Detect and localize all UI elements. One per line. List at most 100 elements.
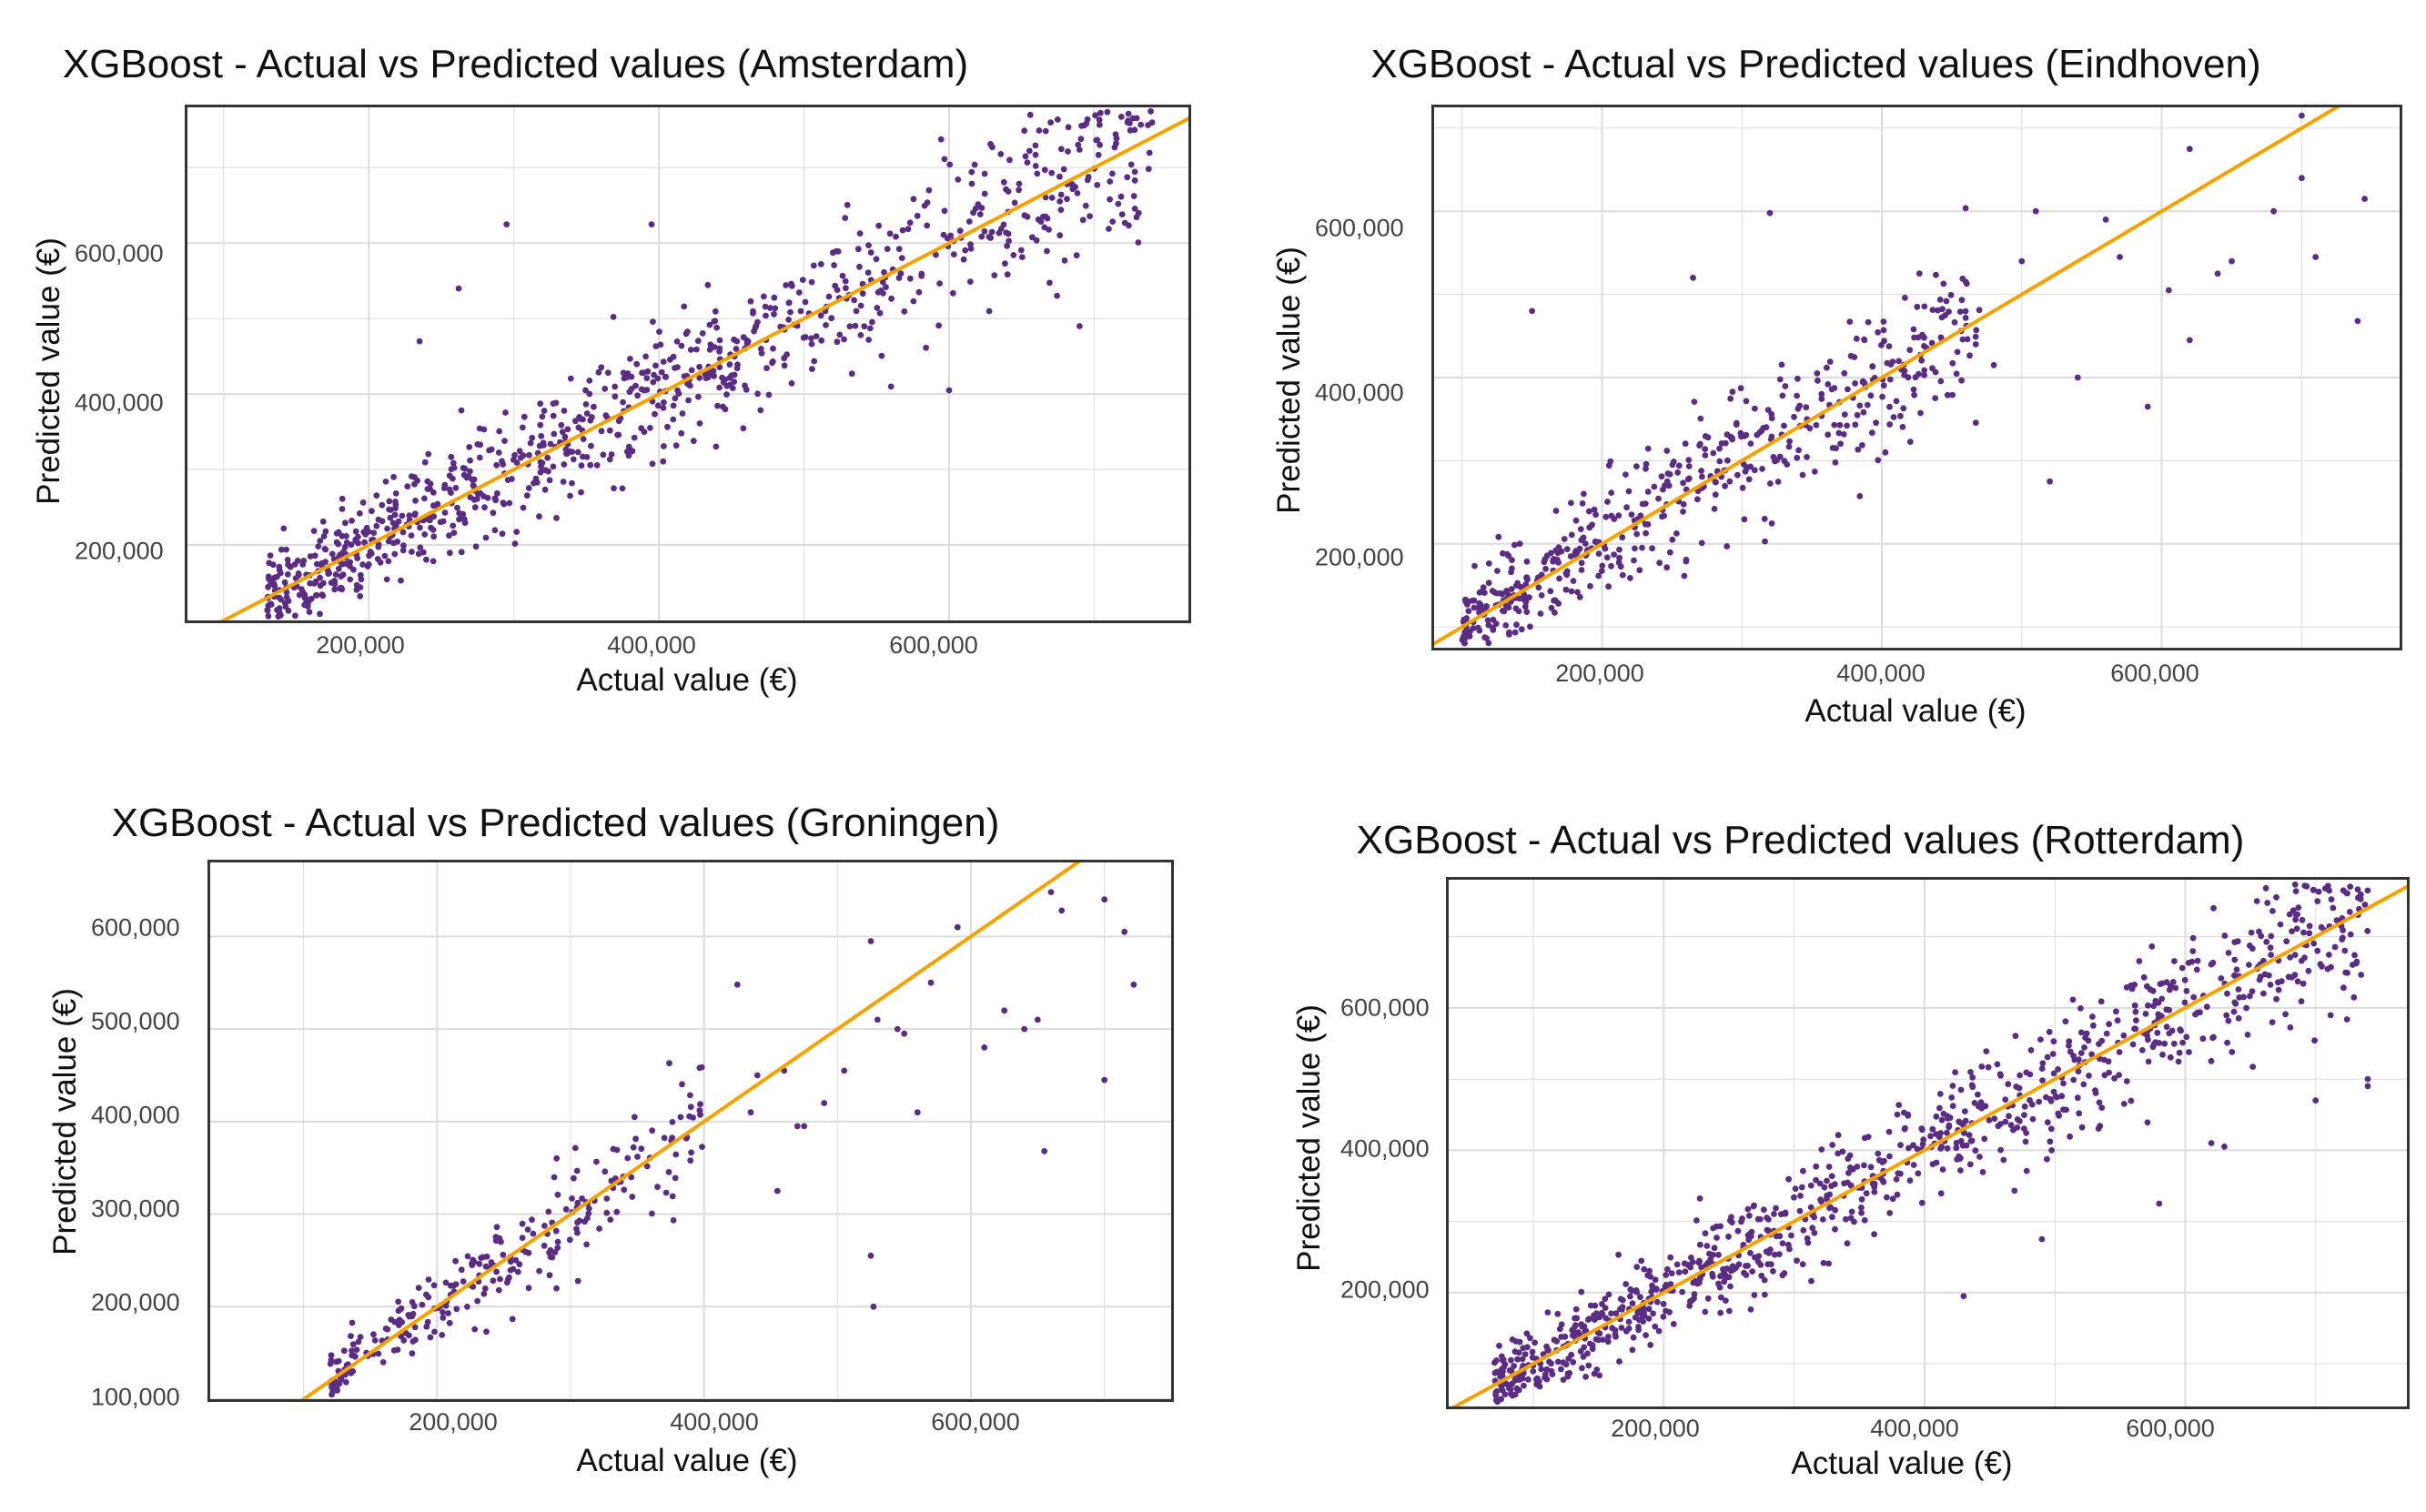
data-point	[1680, 479, 1686, 487]
data-point	[696, 363, 703, 370]
data-point	[1933, 1159, 1940, 1166]
data-point	[285, 598, 292, 604]
data-point	[1781, 422, 1787, 429]
data-point	[440, 1309, 446, 1315]
data-point	[808, 335, 814, 342]
data-point	[763, 365, 770, 371]
data-point	[361, 539, 368, 546]
data-point	[1879, 393, 1885, 400]
data-point	[1625, 1318, 1632, 1326]
data-point	[573, 1225, 580, 1233]
data-point	[319, 518, 327, 525]
data-point	[608, 1177, 615, 1184]
data-point	[1636, 1306, 1643, 1314]
data-point	[1928, 339, 1936, 347]
data-point	[1584, 1350, 1591, 1357]
data-point	[1762, 1291, 1768, 1298]
data-point	[392, 499, 399, 505]
data-point	[562, 1205, 570, 1213]
data-point	[1124, 174, 1131, 181]
data-point	[1622, 1327, 1630, 1335]
data-point	[1535, 1378, 1542, 1385]
data-point	[1524, 1376, 1531, 1383]
plot-area	[207, 860, 1174, 1402]
data-point	[1107, 196, 1113, 203]
data-point	[2092, 1087, 2098, 1094]
data-point	[1016, 180, 1023, 187]
x-tick-label: 400,000	[607, 631, 696, 659]
data-point	[1490, 616, 1497, 623]
data-point	[480, 426, 488, 433]
data-point	[1747, 440, 1754, 447]
data-point	[754, 390, 761, 398]
data-point	[601, 1168, 609, 1175]
data-point	[802, 334, 809, 340]
data-point	[1570, 578, 1577, 584]
data-point	[585, 1210, 592, 1217]
data-point	[268, 600, 274, 607]
data-point	[1083, 120, 1090, 127]
data-point	[1739, 1215, 1745, 1222]
data-point	[542, 467, 549, 474]
data-point	[1844, 1240, 1851, 1247]
data-point	[440, 485, 448, 491]
data-point	[357, 1334, 364, 1340]
data-point	[1804, 1239, 1812, 1246]
data-point	[1523, 1330, 1531, 1337]
data-point	[541, 1223, 548, 1229]
data-point	[1855, 446, 1862, 453]
data-point	[1660, 486, 1666, 493]
data-point	[426, 517, 433, 524]
data-point	[1585, 1362, 1592, 1369]
data-point	[471, 504, 479, 511]
data-point	[1785, 1175, 1792, 1183]
data-point	[2268, 952, 2274, 958]
data-point	[582, 401, 590, 408]
data-point	[2224, 990, 2230, 997]
data-point	[1625, 488, 1632, 495]
data-point	[529, 434, 536, 441]
data-point	[1744, 1205, 1752, 1213]
data-point	[1476, 590, 1483, 596]
data-point	[687, 382, 693, 389]
data-point	[1585, 1315, 1592, 1323]
data-point	[831, 262, 837, 268]
data-point	[1619, 534, 1626, 541]
data-point	[1856, 402, 1864, 409]
y-tick-label: 600,000	[1340, 993, 1430, 1022]
x-axis-label: Actual value (€)	[576, 662, 798, 698]
data-point	[1829, 1142, 1836, 1148]
data-point	[1611, 551, 1617, 558]
data-point	[1660, 1313, 1667, 1320]
data-point	[1721, 1278, 1728, 1285]
data-point	[1951, 318, 1958, 326]
data-point	[1726, 1307, 1733, 1315]
data-point	[2175, 1058, 2182, 1065]
data-point	[2089, 1013, 2096, 1020]
data-point	[2047, 1138, 2054, 1145]
data-point	[373, 492, 380, 499]
data-point	[1084, 176, 1091, 184]
data-point	[1501, 1364, 1507, 1371]
data-point	[437, 519, 444, 526]
data-point	[1894, 1111, 1901, 1118]
data-point	[1663, 1272, 1669, 1278]
y-tick-label: 400,000	[1340, 1134, 1430, 1163]
data-point	[857, 332, 864, 338]
data-point	[1761, 1276, 1768, 1284]
data-point	[1101, 896, 1108, 903]
data-point	[1861, 1216, 1868, 1224]
data-point	[664, 423, 671, 430]
data-point	[669, 1193, 676, 1200]
data-point	[511, 451, 518, 459]
data-point	[453, 1305, 460, 1313]
data-point	[2244, 1032, 2251, 1038]
data-point	[424, 478, 431, 485]
data-point	[1682, 440, 1689, 448]
data-point	[447, 549, 453, 557]
data-point	[1763, 1248, 1770, 1255]
data-point	[954, 923, 961, 931]
data-point	[1702, 1308, 1709, 1315]
data-point	[1130, 193, 1137, 199]
data-point	[1563, 546, 1571, 552]
